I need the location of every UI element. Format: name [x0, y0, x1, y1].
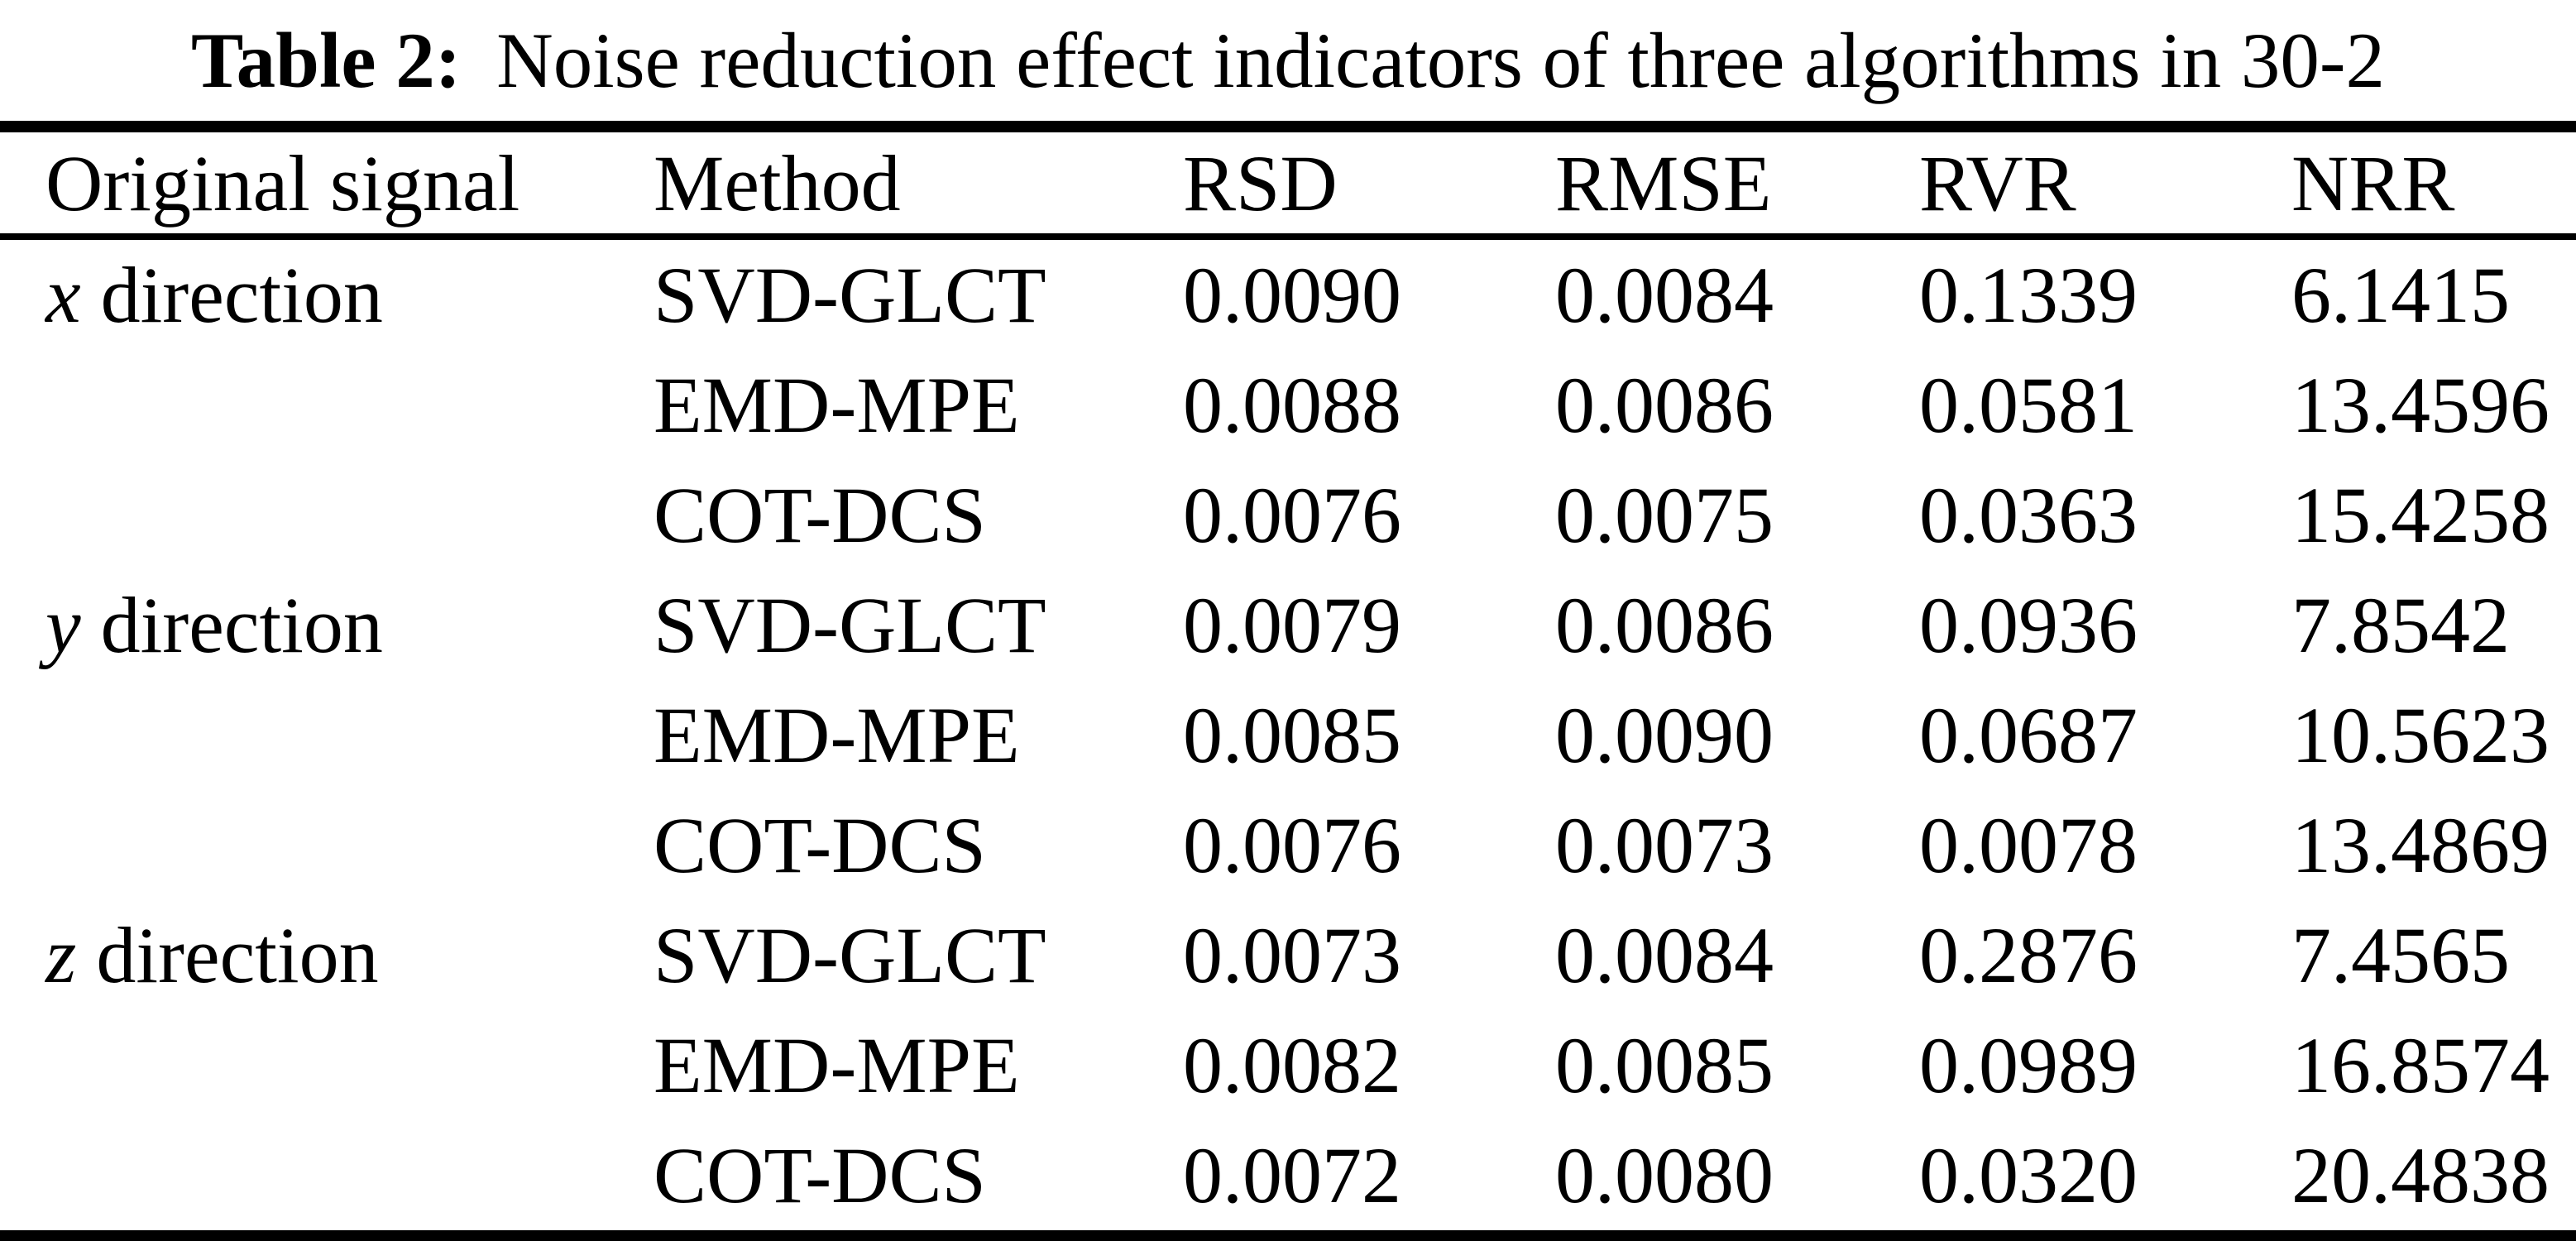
cell-rsd: 0.0073	[1183, 911, 1401, 999]
cell-rvr: 0.0320	[1919, 1131, 2138, 1219]
cell-rsd: 0.0076	[1183, 801, 1401, 889]
cell-rvr: 0.1339	[1919, 251, 2138, 339]
cell-rsd: 0.0076	[1183, 471, 1401, 559]
column-header-nrr: NRR	[2291, 138, 2455, 228]
cell-method: EMD-MPE	[654, 361, 1020, 449]
cell-signal: y direction	[0, 579, 654, 671]
column-header-rvr: RVR	[1919, 138, 2076, 228]
signal-letter: z	[45, 911, 77, 999]
table-title-text: Noise reduction effect indicators of thr…	[496, 17, 2386, 104]
cell-rsd: 0.0088	[1183, 361, 1401, 449]
cell-rvr: 0.0363	[1919, 471, 2138, 559]
signal-letter: y	[45, 581, 81, 669]
cell-nrr: 13.4596	[2291, 361, 2550, 449]
column-header-rsd: RSD	[1183, 138, 1338, 228]
bottom-rule	[0, 1230, 2576, 1241]
header-rule	[0, 233, 2576, 240]
cell-nrr: 7.8542	[2291, 581, 2510, 669]
cell-rvr: 0.2876	[1919, 911, 2138, 999]
signal-rest: direction	[80, 251, 383, 339]
table-row: EMD-MPE 0.0088 0.0086 0.0581 13.4596	[0, 350, 2576, 460]
header-row: Original signal Method RSD RMSE RVR NRR	[0, 132, 2576, 233]
cell-nrr: 10.5623	[2291, 691, 2550, 779]
cell-rvr: 0.0989	[1919, 1021, 2138, 1109]
cell-method: SVD-GLCT	[654, 251, 1046, 339]
cell-rvr: 0.0078	[1919, 801, 2138, 889]
cell-signal: z direction	[0, 909, 654, 1001]
cell-nrr: 7.4565	[2291, 911, 2510, 999]
cell-nrr: 13.4869	[2291, 801, 2550, 889]
column-header-method: Method	[654, 138, 901, 228]
cell-rmse: 0.0075	[1555, 471, 1774, 559]
cell-method: COT-DCS	[654, 801, 986, 889]
cell-rmse: 0.0085	[1555, 1021, 1774, 1109]
cell-method: SVD-GLCT	[654, 581, 1046, 669]
table-title-label: Table 2:	[190, 17, 462, 104]
top-rule	[0, 121, 2576, 132]
cell-method: EMD-MPE	[654, 1021, 1020, 1109]
column-header-rmse: RMSE	[1555, 138, 1772, 228]
table-row: COT-DCS 0.0076 0.0075 0.0363 15.4258	[0, 460, 2576, 570]
cell-nrr: 16.8574	[2291, 1021, 2550, 1109]
cell-signal: x direction	[0, 249, 654, 341]
cell-rmse: 0.0086	[1555, 581, 1774, 669]
cell-nrr: 20.4838	[2291, 1131, 2550, 1219]
table-row: EMD-MPE 0.0085 0.0090 0.0687 10.5623	[0, 680, 2576, 790]
cell-rmse: 0.0073	[1555, 801, 1774, 889]
cell-rsd: 0.0090	[1183, 251, 1401, 339]
cell-rsd: 0.0079	[1183, 581, 1401, 669]
table-row: EMD-MPE 0.0082 0.0085 0.0989 16.8574	[0, 1010, 2576, 1120]
cell-rvr: 0.0687	[1919, 691, 2138, 779]
cell-rsd: 0.0085	[1183, 691, 1401, 779]
cell-method: COT-DCS	[654, 1131, 986, 1219]
cell-rvr: 0.0581	[1919, 361, 2138, 449]
table-title: Table 2: Noise reduction effect indicato…	[0, 0, 2576, 121]
cell-rmse: 0.0086	[1555, 361, 1774, 449]
table-row: COT-DCS 0.0076 0.0073 0.0078 13.4869	[0, 790, 2576, 900]
table-row: x direction SVD-GLCT 0.0090 0.0084 0.133…	[0, 240, 2576, 350]
column-header-original-signal: Original signal	[45, 138, 520, 228]
cell-rmse: 0.0084	[1555, 251, 1774, 339]
table-row: z direction SVD-GLCT 0.0073 0.0084 0.287…	[0, 900, 2576, 1010]
cell-method: EMD-MPE	[654, 691, 1020, 779]
table-row: y direction SVD-GLCT 0.0079 0.0086 0.093…	[0, 570, 2576, 680]
cell-rmse: 0.0084	[1555, 911, 1774, 999]
cell-method: COT-DCS	[654, 471, 986, 559]
cell-rmse: 0.0080	[1555, 1131, 1774, 1219]
cell-rvr: 0.0936	[1919, 581, 2138, 669]
cell-nrr: 15.4258	[2291, 471, 2550, 559]
cell-nrr: 6.1415	[2291, 251, 2510, 339]
signal-rest: direction	[80, 581, 383, 669]
cell-rmse: 0.0090	[1555, 691, 1774, 779]
table-row: COT-DCS 0.0072 0.0080 0.0320 20.4838	[0, 1120, 2576, 1230]
cell-method: SVD-GLCT	[654, 911, 1046, 999]
signal-rest: direction	[76, 911, 379, 999]
cell-rsd: 0.0072	[1183, 1131, 1401, 1219]
signal-letter: x	[45, 251, 81, 339]
cell-rsd: 0.0082	[1183, 1021, 1401, 1109]
